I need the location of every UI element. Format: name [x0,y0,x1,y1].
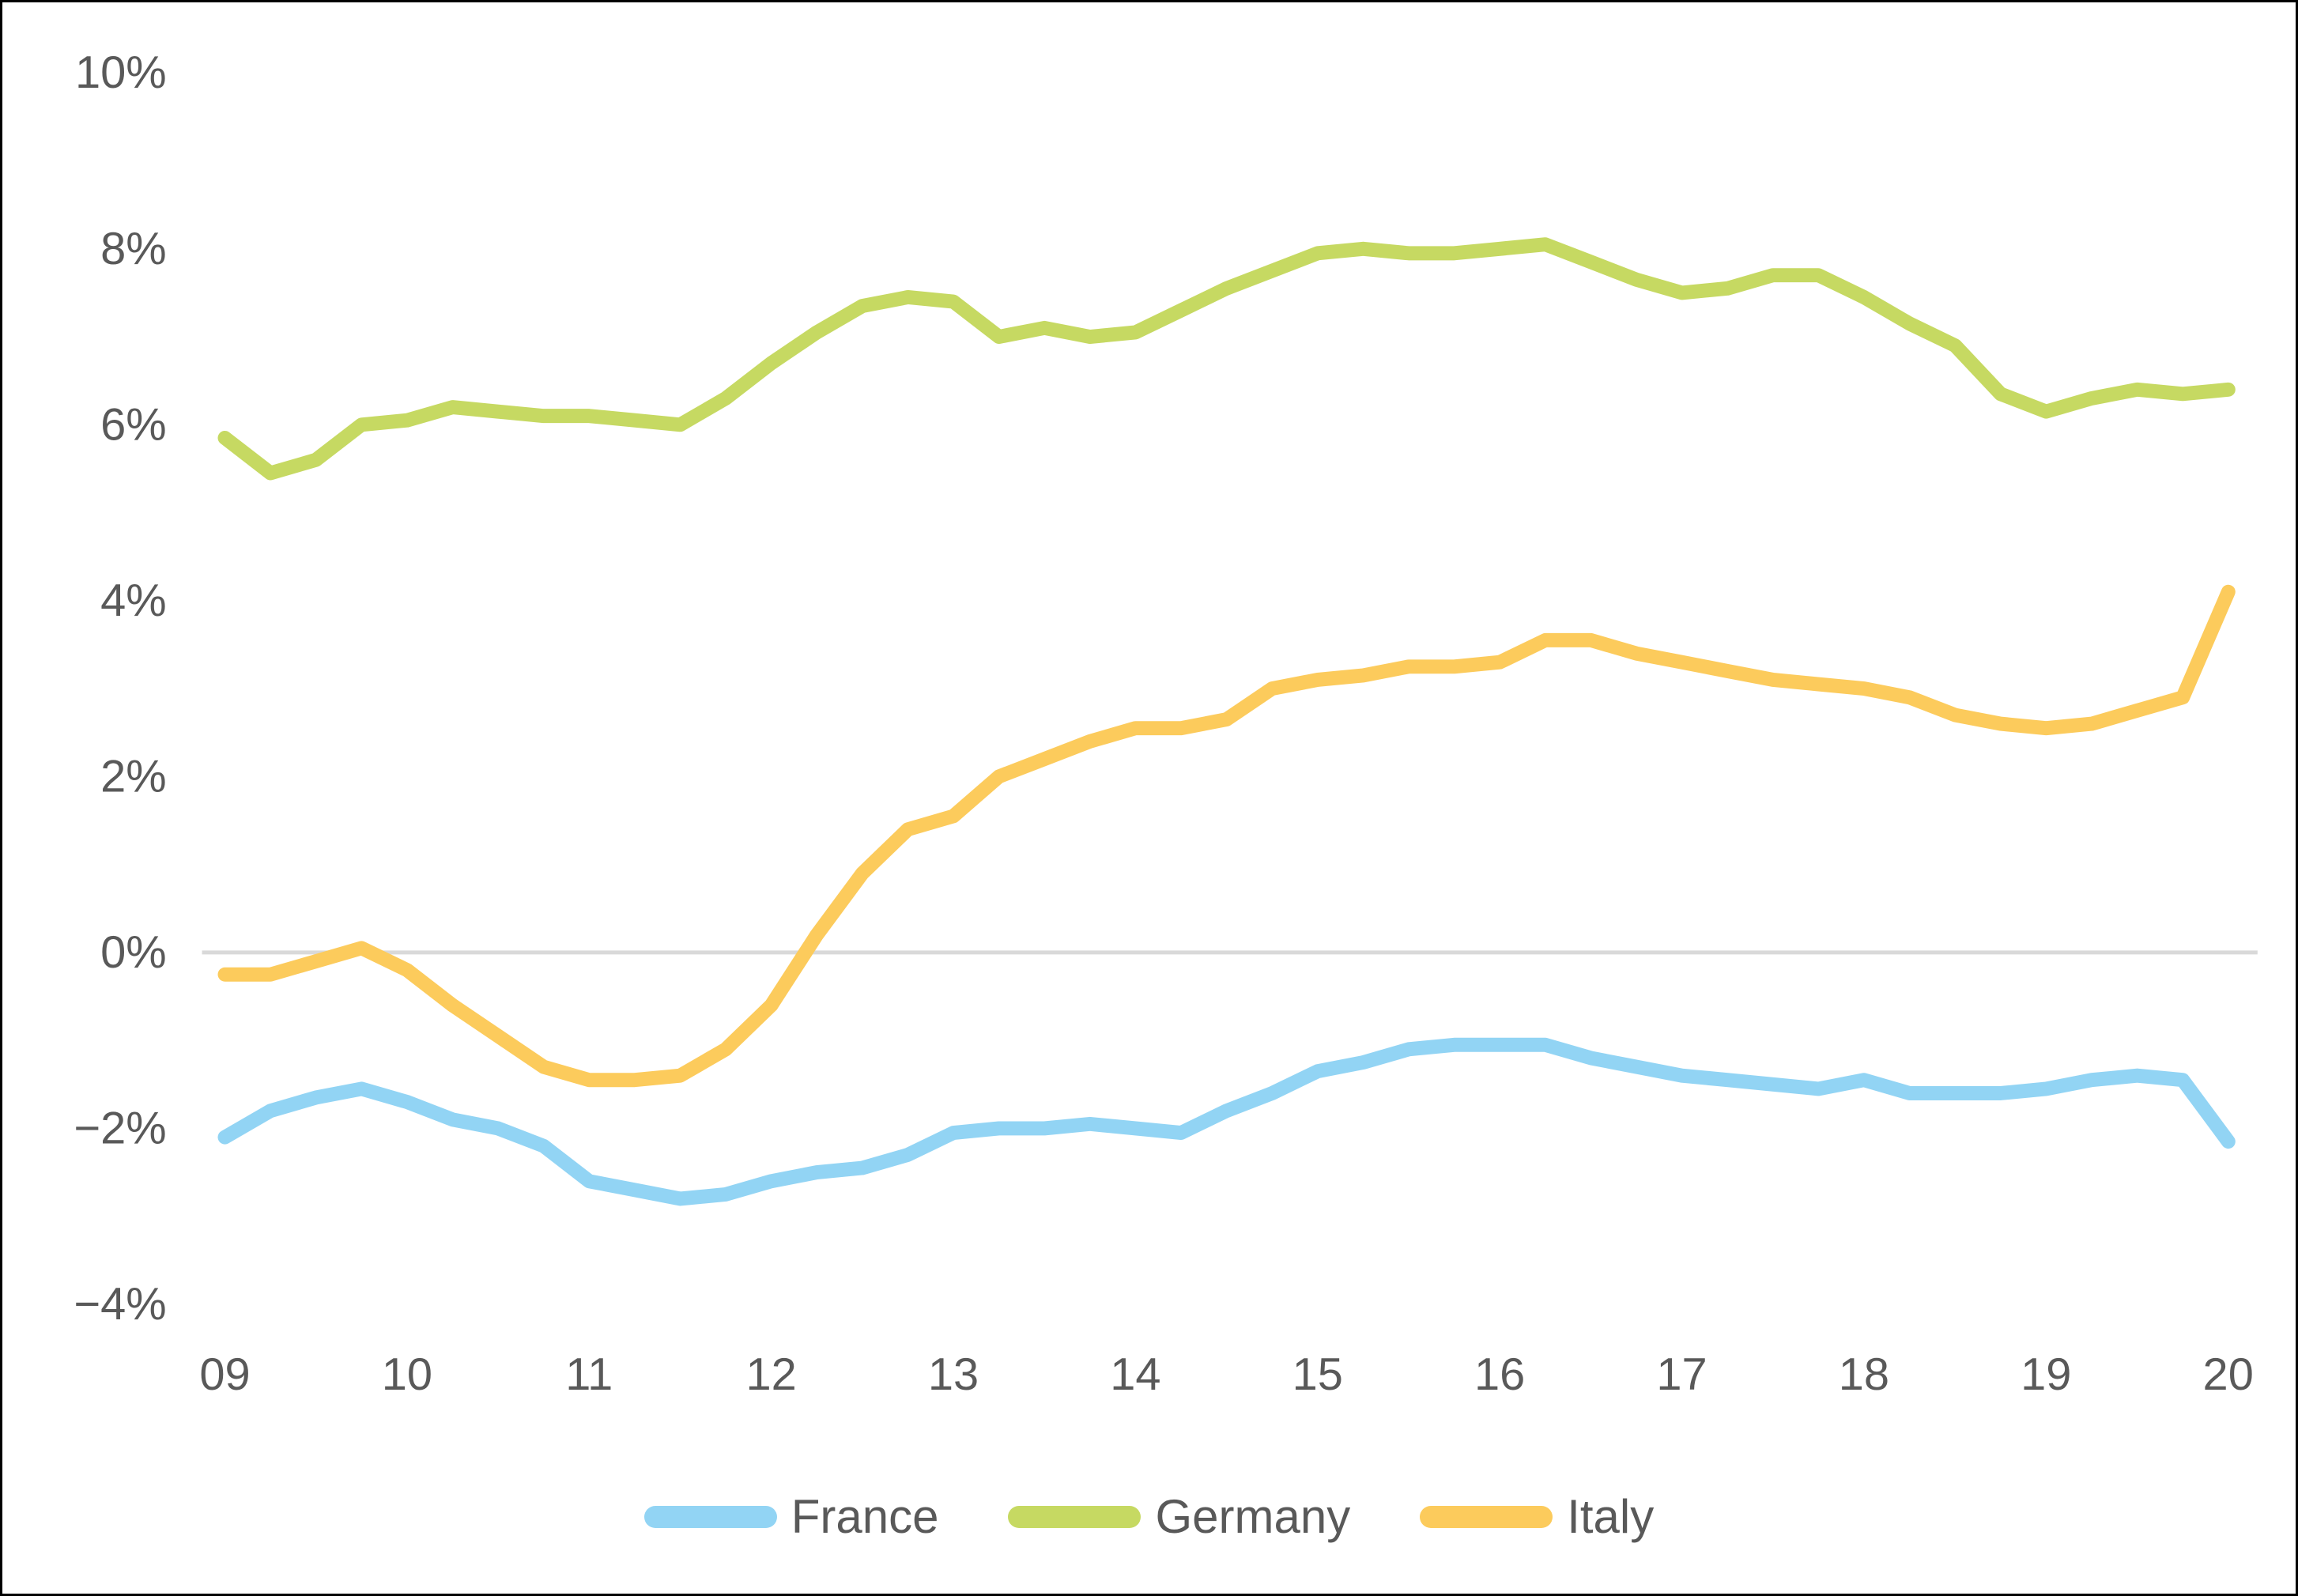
y-axis-tick-label: 8% [100,224,167,274]
x-axis-tick-label: 19 [2021,1349,2071,1400]
x-axis-tick-label: 18 [1839,1349,1889,1400]
series-line-italy [217,584,2236,1088]
x-axis-tick-label: 17 [1656,1349,1707,1400]
y-axis-tick-label: 2% [100,751,167,802]
legend-label: Germany [1155,1490,1351,1543]
x-axis-tick-label: 15 [1292,1349,1343,1400]
chart-legend: France Germany Italy [2,1493,2296,1541]
y-axis-tick-label: −2% [74,1103,166,1153]
series-line-france [217,1037,2236,1206]
legend-label: Italy [1567,1490,1655,1543]
x-axis-tick-label: 12 [745,1349,796,1400]
x-axis-tick-label: 14 [1110,1349,1160,1400]
legend-label: France [791,1490,939,1543]
legend-item-germany: Germany [1008,1493,1350,1541]
legend-swatch-icon [643,1506,777,1528]
x-axis-tick-label: 10 [382,1349,432,1400]
x-axis-tick-label: 20 [2203,1349,2254,1400]
x-axis-tick-label: 16 [1474,1349,1525,1400]
y-axis-tick-label: 10% [75,47,167,98]
x-axis-tick-label: 11 [565,1349,613,1400]
y-axis-tick-label: 0% [100,927,167,978]
series-line-germany [217,237,2236,481]
legend-item-france: France [643,1490,939,1543]
legend-item-italy: Italy [1420,1493,1654,1541]
y-axis-tick-label: 6% [100,399,167,450]
legend-swatch-icon [1420,1506,1553,1528]
y-axis-tick-label: 4% [100,575,167,626]
x-axis-tick-label: 09 [199,1349,250,1400]
y-axis-tick-label: −4% [74,1279,166,1330]
legend-swatch-icon [1008,1506,1141,1528]
x-axis-tick-label: 13 [928,1349,979,1400]
